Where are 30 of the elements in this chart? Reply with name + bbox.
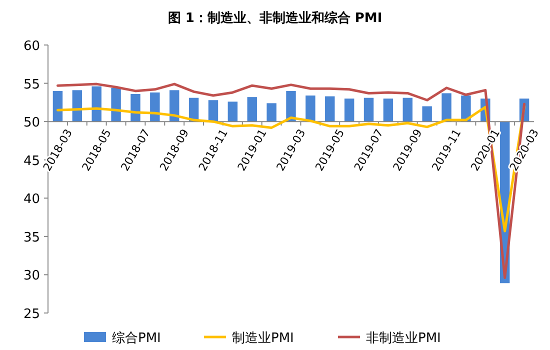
legend-label: 综合PMI	[112, 331, 161, 346]
bar	[208, 100, 218, 122]
bar	[111, 88, 121, 122]
bar	[364, 98, 374, 122]
bar	[130, 94, 140, 122]
bar	[344, 98, 354, 122]
bar	[422, 106, 432, 122]
y-tick-label: 35	[23, 230, 40, 246]
bar	[228, 102, 238, 122]
y-tick-label: 25	[23, 307, 40, 322]
y-tick-label: 50	[23, 116, 40, 131]
bar	[150, 92, 160, 122]
legend-label: 制造业PMI	[232, 331, 294, 346]
bar	[325, 96, 335, 122]
bar	[383, 98, 394, 122]
bar	[52, 90, 63, 122]
bar	[92, 86, 102, 122]
legend-label: 非制造业PMI	[366, 331, 441, 346]
bar	[247, 97, 257, 122]
bar	[442, 93, 452, 122]
chart-title: 图 1：制造业、非制造业和综合 PMI	[168, 10, 382, 26]
y-tick-label: 55	[23, 77, 40, 92]
y-tick-label: 60	[23, 39, 40, 54]
y-tick-label: 45	[23, 154, 40, 169]
bar	[266, 103, 276, 122]
y-tick-label: 30	[23, 268, 40, 284]
bar	[286, 90, 296, 122]
bar	[306, 96, 316, 122]
y-tick-label: 40	[23, 192, 40, 208]
bar	[402, 98, 412, 122]
